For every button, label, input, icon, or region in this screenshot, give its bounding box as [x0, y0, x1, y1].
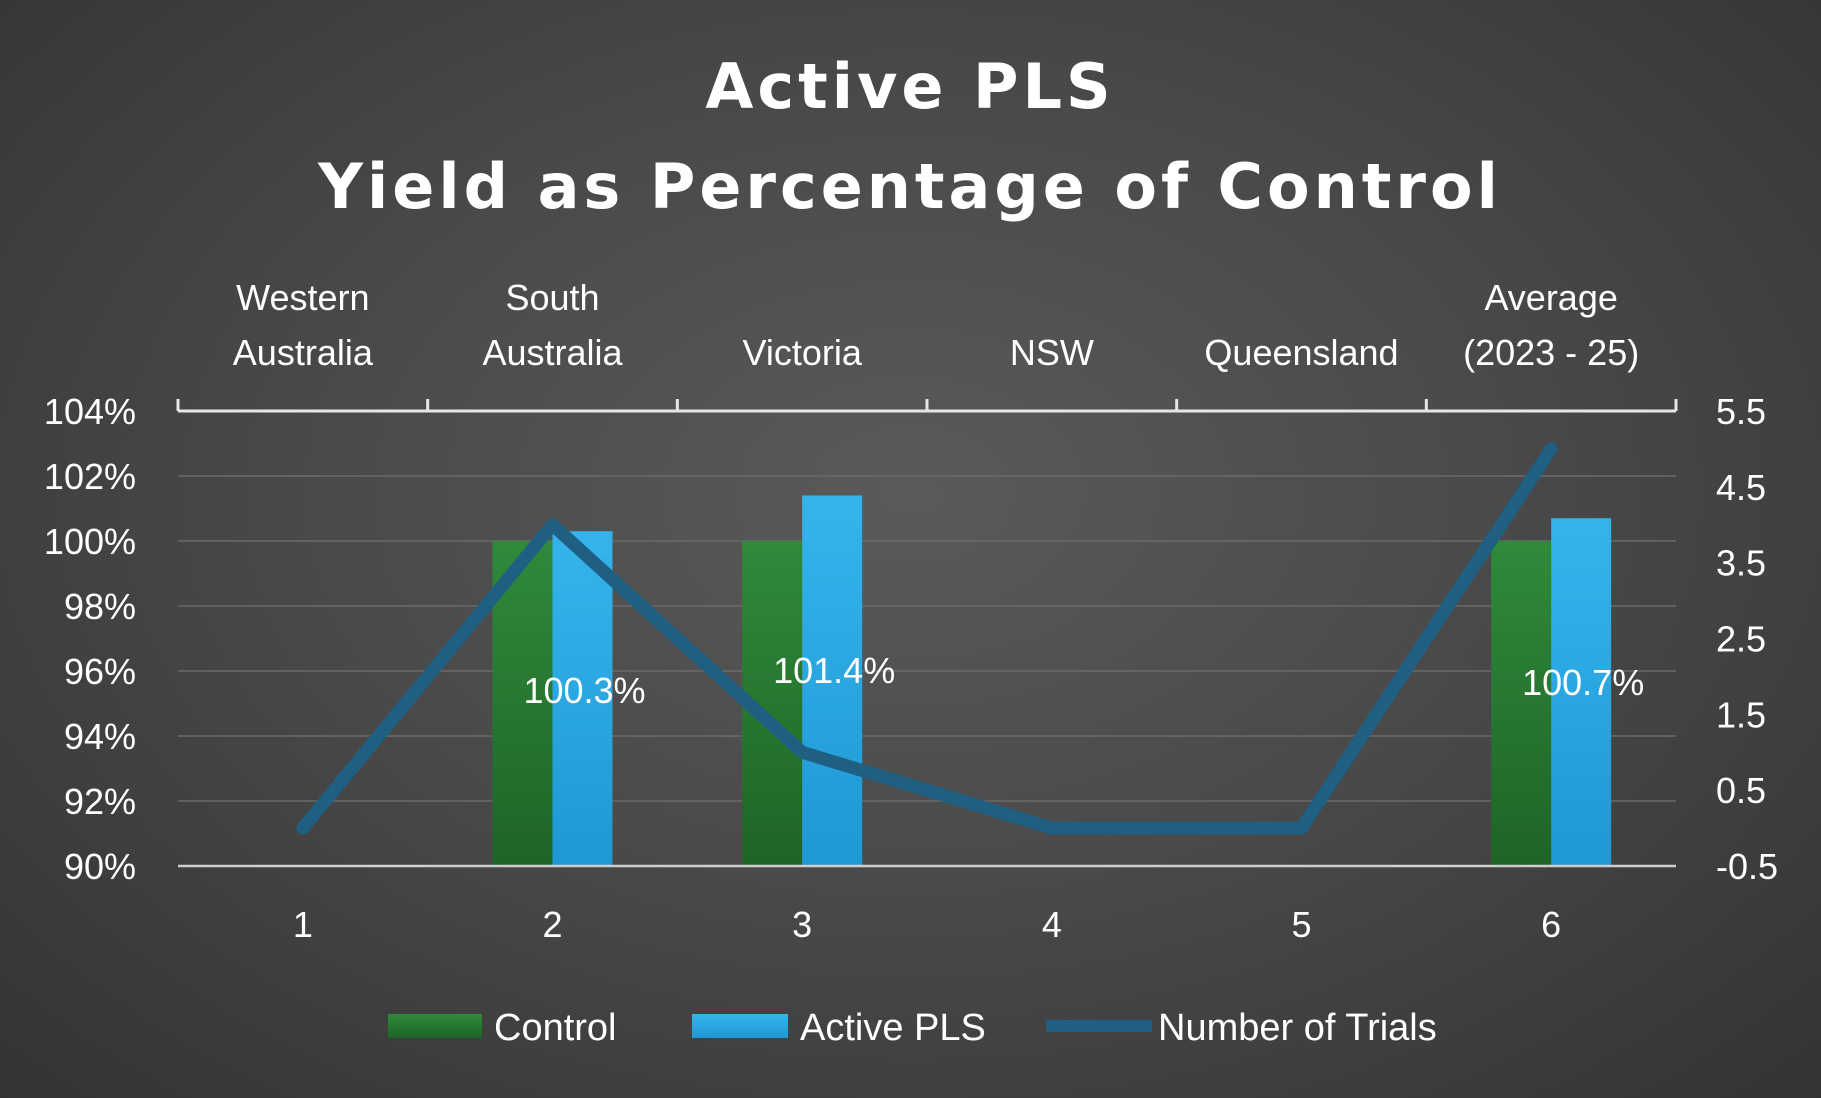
y-right-tick-label: 0.5	[1716, 770, 1766, 811]
legend-swatch-control	[388, 1014, 482, 1038]
y-right-tick-label: 1.5	[1716, 694, 1766, 735]
y-left-tick-label: 98%	[64, 586, 136, 627]
chart-title: Active PLS Yield as Percentage of Contro…	[317, 50, 1502, 223]
x-tick-label: 3	[792, 904, 812, 945]
y-left-tick-label: 96%	[64, 651, 136, 692]
bars	[492, 495, 1612, 866]
category-labels: Western Australia South Australia Victoria NS…	[233, 277, 1639, 373]
point-number-of-trials	[552, 524, 553, 526]
legend: Control Active PLS Number of Trials	[388, 1007, 1437, 1049]
point-number-of-trials	[1051, 827, 1053, 829]
y-right-tick-label: 3.5	[1716, 543, 1766, 584]
legend-label-active-pls: Active PLS	[800, 1007, 986, 1049]
y-right-tick-label: 4.5	[1716, 467, 1766, 508]
legend-label-control: Control	[494, 1007, 617, 1049]
line-number-of-trials	[296, 442, 1558, 835]
bar-control	[1491, 541, 1552, 866]
legend-swatch-active-pls	[692, 1014, 788, 1038]
category-label: Average	[1484, 277, 1617, 318]
y-left-tick-label: 90%	[64, 846, 136, 887]
y-left-tick-label: 100%	[44, 521, 136, 562]
gridlines	[178, 475, 1676, 802]
legend-label-number-of-trials: Number of Trials	[1158, 1007, 1437, 1049]
y-left-tick-label: 94%	[64, 716, 136, 757]
category-label: Australia	[233, 332, 374, 373]
axes: 104% 102% 100% 98% 96% 94% 92% 90% 5.5 4.5 3.5 2.5 1…	[44, 391, 1778, 945]
category-label: Queensland	[1204, 332, 1398, 373]
bar-active-pls	[1551, 518, 1612, 866]
data-labels: 100.3% 101.4% 100.7%	[523, 650, 1644, 711]
bar-active-pls	[552, 531, 613, 866]
chart-title-line-1: Active PLS	[705, 50, 1114, 123]
trials-line-group	[296, 442, 1558, 835]
x-tick-label: 6	[1541, 904, 1561, 945]
x-tick-label: 2	[542, 904, 562, 945]
category-label: (2023 - 25)	[1463, 332, 1639, 373]
y-right-tick-label: 2.5	[1716, 619, 1766, 660]
category-label: Australia	[482, 332, 623, 373]
y-right-tick-label: 5.5	[1716, 391, 1766, 432]
bar-active-pls	[802, 495, 863, 866]
x-tick-label: 4	[1042, 904, 1062, 945]
point-number-of-trials	[302, 827, 304, 829]
data-label-active-pls: 100.7%	[1522, 662, 1644, 703]
point-number-of-trials	[1301, 827, 1302, 829]
category-label: Victoria	[742, 332, 862, 373]
category-label: Western	[236, 277, 369, 318]
x-tick-label: 5	[1291, 904, 1311, 945]
data-label-active-pls: 101.4%	[773, 650, 895, 691]
y-left-tick-label: 92%	[64, 781, 136, 822]
point-number-of-trials	[1550, 448, 1552, 450]
category-label: NSW	[1010, 332, 1094, 373]
y-left-tick-label: 102%	[44, 456, 136, 497]
point-number-of-trials	[801, 751, 803, 753]
category-label: South	[505, 277, 599, 318]
y-left-tick-label: 104%	[44, 391, 136, 432]
data-label-active-pls: 100.3%	[523, 670, 645, 711]
chart-title-line-2: Yield as Percentage of Control	[317, 150, 1502, 223]
x-tick-label: 1	[293, 904, 313, 945]
y-right-tick-label: -0.5	[1716, 846, 1778, 887]
